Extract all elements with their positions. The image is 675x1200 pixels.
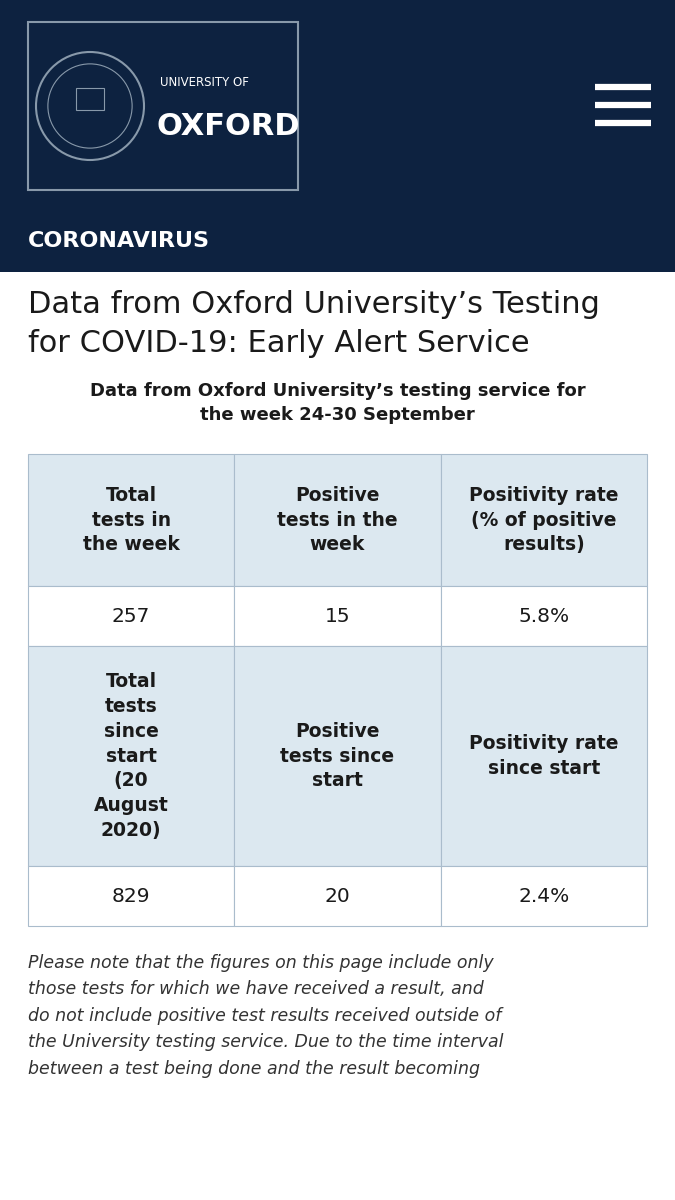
Bar [28,866,234,926]
Bar [28,454,234,586]
Bar [28,22,298,190]
Bar [28,646,234,866]
Text: 5.8%: 5.8% [518,606,570,625]
Text: 2.4%: 2.4% [518,887,570,906]
Text: Positive
tests in the
week: Positive tests in the week [277,486,398,554]
Text: Data from Oxford University’s testing service for
the week 24-30 September: Data from Oxford University’s testing se… [90,382,585,424]
Bar [0,0,675,210]
Bar [441,454,647,586]
Text: UNIVERSITY OF: UNIVERSITY OF [160,76,249,89]
Bar [234,866,441,926]
Text: Positive
tests since
start: Positive tests since start [280,721,395,790]
Text: Please note that the figures on this page include only
those tests for which we : Please note that the figures on this pag… [28,954,504,1078]
Bar [76,88,104,110]
Bar [234,646,441,866]
Text: Positivity rate
(% of positive
results): Positivity rate (% of positive results) [469,486,618,554]
Text: 829: 829 [112,887,151,906]
Bar [28,586,234,646]
Text: Total
tests in
the week: Total tests in the week [83,486,180,554]
Bar [441,586,647,646]
Bar [441,646,647,866]
Bar [234,454,441,586]
Text: 257: 257 [112,606,151,625]
Bar [441,866,647,926]
Text: Total
tests
since
start
(20
August
2020): Total tests since start (20 August 2020) [94,672,169,840]
Text: 15: 15 [325,606,350,625]
Text: OXFORD: OXFORD [156,112,300,140]
Text: Data from Oxford University’s Testing
for COVID-19: Early Alert Service: Data from Oxford University’s Testing fo… [28,290,600,359]
Bar [0,210,675,272]
Bar [234,586,441,646]
Text: Positivity rate
since start: Positivity rate since start [469,734,618,778]
Text: 20: 20 [325,887,350,906]
Text: CORONAVIRUS: CORONAVIRUS [28,230,210,251]
